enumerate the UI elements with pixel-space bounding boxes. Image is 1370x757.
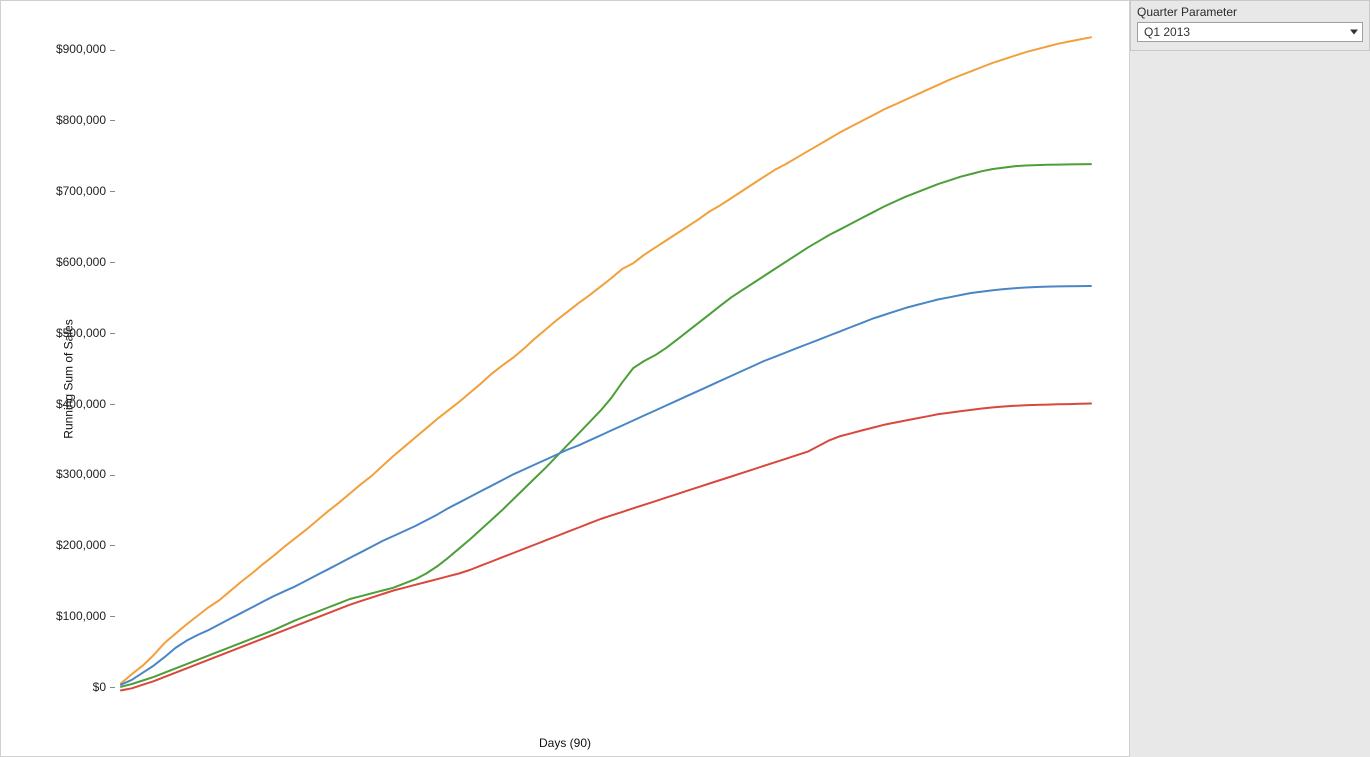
- y-tick-label: $200,000: [56, 538, 119, 552]
- y-tick-label: $600,000: [56, 255, 119, 269]
- parameter-card: Quarter Parameter Q1 2013: [1130, 0, 1370, 51]
- chart-panel: Running Sum of Sales $0$100,000$200,000$…: [0, 0, 1130, 757]
- plot-area: [121, 21, 1091, 701]
- series-line: [121, 37, 1091, 683]
- y-tick-label: $900,000: [56, 42, 119, 56]
- app-container: Running Sum of Sales $0$100,000$200,000$…: [0, 0, 1370, 757]
- y-tick-label: $700,000: [56, 184, 119, 198]
- y-tick-label: $500,000: [56, 326, 119, 340]
- y-tick-label: $100,000: [56, 609, 119, 623]
- chevron-down-icon: [1350, 30, 1358, 35]
- series-line: [121, 404, 1091, 691]
- series-line: [121, 164, 1091, 687]
- x-axis-label: Days (90): [539, 736, 591, 750]
- y-tick-label: $800,000: [56, 113, 119, 127]
- series-line: [121, 286, 1091, 685]
- quarter-select-value: Q1 2013: [1144, 25, 1190, 39]
- parameter-title: Quarter Parameter: [1137, 5, 1363, 19]
- quarter-select[interactable]: Q1 2013: [1137, 22, 1363, 42]
- y-tick-label: $300,000: [56, 467, 119, 481]
- side-panel: Quarter Parameter Q1 2013: [1130, 0, 1370, 757]
- chart-svg: [121, 21, 1091, 701]
- y-tick-label: $400,000: [56, 397, 119, 411]
- y-tick-label: $0: [93, 680, 119, 694]
